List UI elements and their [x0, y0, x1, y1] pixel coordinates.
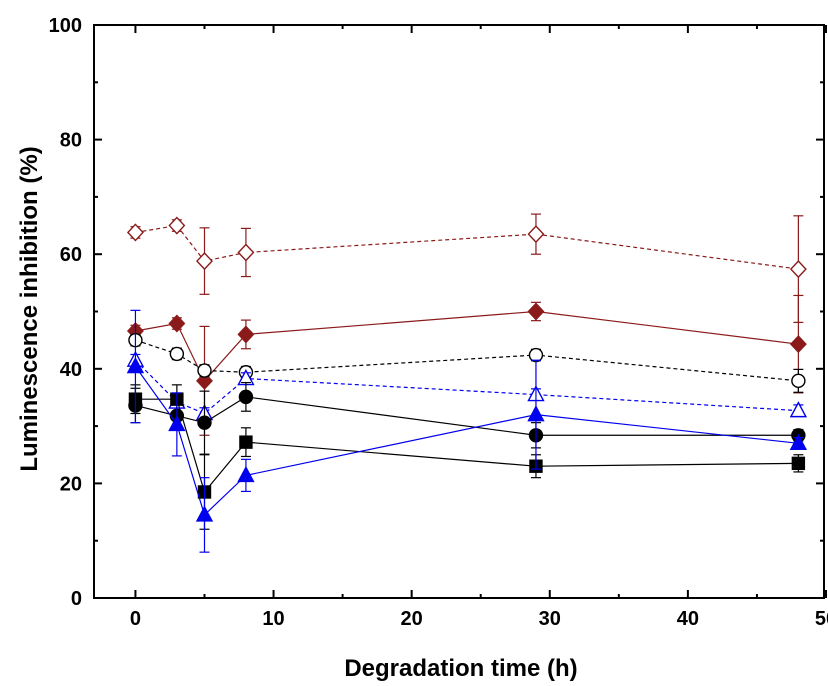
- data-point: [791, 456, 806, 471]
- data-point: [237, 325, 255, 344]
- series-line: [135, 310, 799, 382]
- data-point: [169, 346, 185, 362]
- data-point: [527, 302, 545, 321]
- data-point: [195, 505, 214, 522]
- data-point: [168, 314, 186, 333]
- series-line: [135, 398, 799, 494]
- series-line: [134, 366, 799, 517]
- x-tick-label: 0: [130, 608, 141, 630]
- y-tick-label: 80: [60, 130, 82, 152]
- data-point: [527, 405, 545, 422]
- data-point: [237, 243, 255, 262]
- data-point: [527, 225, 545, 244]
- y-tick-label: 40: [60, 359, 82, 381]
- data-point: [197, 363, 212, 378]
- x-tick-label: 50: [815, 608, 828, 630]
- data-point: [197, 415, 212, 430]
- data-point: [528, 347, 544, 363]
- series-6: [126, 309, 808, 553]
- x-tick-label: 30: [539, 608, 561, 630]
- data-point: [238, 389, 254, 405]
- data-point: [789, 433, 808, 450]
- data-point: [789, 401, 808, 418]
- x-axis-title: Degradation time (h): [344, 655, 577, 682]
- series-group: [126, 213, 808, 553]
- series-2: [128, 332, 806, 393]
- y-tick-label: 20: [60, 473, 82, 495]
- x-tick-label: 40: [677, 608, 699, 630]
- y-tick-label: 0: [71, 588, 82, 610]
- series-line: [135, 224, 799, 270]
- data-point: [791, 373, 806, 389]
- data-point: [239, 435, 253, 449]
- ticks-group: 0 10 20 30 40 50 0 20 40 60 80 100: [49, 15, 828, 630]
- data-point: [168, 414, 186, 432]
- data-point: [237, 465, 255, 483]
- data-point: [168, 216, 186, 235]
- data-point: [196, 252, 213, 271]
- series-0: [126, 213, 807, 323]
- data-point: [126, 223, 144, 242]
- data-point: [126, 357, 145, 374]
- y-tick-label: 60: [60, 244, 82, 266]
- data-point: [789, 335, 807, 354]
- series-4: [128, 381, 806, 455]
- series-line: [135, 339, 799, 382]
- data-point: [789, 260, 807, 279]
- y-tick-label: 100: [49, 15, 82, 37]
- series-line: [135, 359, 799, 415]
- series-1: [126, 294, 807, 436]
- x-tick-label: 10: [262, 608, 284, 630]
- y-axis-title: Luminescence inhibition (%): [16, 146, 43, 471]
- x-tick-label: 20: [401, 608, 423, 630]
- series-3: [126, 350, 808, 421]
